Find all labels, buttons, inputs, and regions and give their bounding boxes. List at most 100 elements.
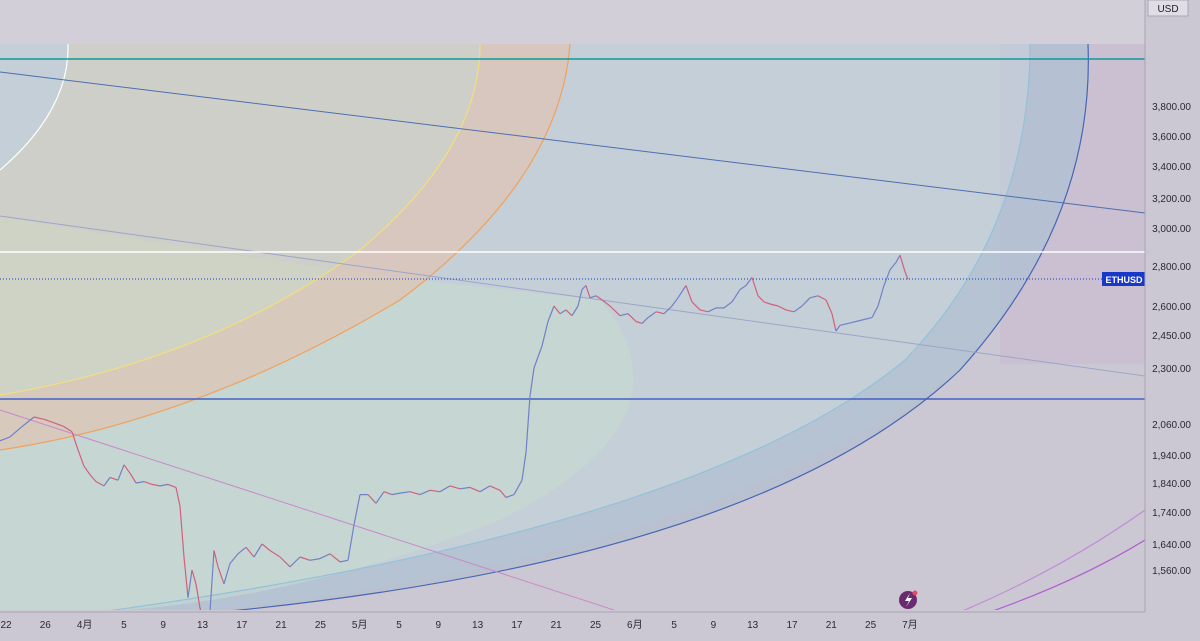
price-segment [439, 485, 451, 493]
price-segment [595, 295, 603, 301]
price-segment [559, 309, 567, 315]
blue-outer-arc [233, 43, 1089, 610]
price-segment [367, 494, 377, 504]
price-segment [175, 487, 181, 507]
price-segment [581, 285, 587, 291]
price-segment [347, 524, 355, 561]
price-segment [537, 345, 543, 358]
time-tick-label: 25 [315, 620, 327, 631]
price-segment [109, 476, 119, 481]
price-segment [793, 305, 803, 313]
price-segment [835, 324, 841, 332]
price-segment [641, 317, 649, 324]
price-segment [151, 483, 161, 487]
price-segment [601, 299, 611, 307]
price-segment [904, 271, 909, 280]
price-segment [489, 485, 501, 491]
price-segment [745, 277, 753, 286]
price-segment [409, 491, 421, 496]
price-segment [831, 313, 837, 332]
price-segment [375, 491, 385, 504]
price-segment [677, 285, 687, 299]
orange-arc [0, 43, 571, 451]
time-tick-label: 21 [276, 620, 288, 631]
price-segment [895, 254, 901, 263]
price-segment [159, 483, 169, 487]
price-segment [213, 550, 219, 567]
price-segment [685, 285, 693, 303]
price-tick-label: 1,640.00 [1152, 540, 1191, 551]
price-segment [785, 309, 795, 313]
price-segment [801, 297, 811, 307]
price-segment [707, 307, 717, 313]
time-tick-label: 9 [711, 620, 717, 631]
time-tick-label: 17 [511, 620, 523, 631]
price-segment [223, 563, 231, 585]
replay-icon[interactable] [899, 590, 918, 610]
price-segment [855, 318, 865, 323]
price-segment [525, 396, 531, 453]
price-segment [339, 559, 349, 563]
pink-trendline [0, 409, 616, 610]
price-segment [763, 301, 771, 305]
price-segment [899, 255, 906, 272]
time-tick-label: 5 [396, 620, 402, 631]
price-segment [479, 485, 491, 493]
price-segment [33, 416, 45, 420]
price-tick-label: 2,060.00 [1152, 420, 1191, 431]
price-segment [731, 289, 741, 303]
price-segment [521, 452, 527, 481]
price-segment [309, 558, 321, 561]
price-segment [533, 356, 539, 369]
price-segment [391, 492, 401, 496]
price-tick-label: 1,740.00 [1152, 508, 1191, 519]
price-segment [429, 489, 441, 493]
time-tick-label: 4月 [77, 619, 93, 631]
price-segment [71, 431, 79, 450]
price-segment [83, 465, 91, 475]
yellow-arc-region [0, 44, 480, 395]
time-tick-label: 22 [0, 620, 12, 631]
price-segment [167, 483, 177, 488]
price-segment [809, 295, 819, 299]
currency-selector[interactable]: USD [1147, 0, 1189, 17]
price-segment [95, 481, 105, 487]
price-segment [209, 550, 215, 610]
price-segment [129, 472, 137, 484]
time-tick-label: 13 [472, 620, 484, 631]
time-tick-label: 5月 [352, 619, 368, 631]
time-tick-label: 5 [121, 620, 127, 631]
time-tick-label: 9 [160, 620, 166, 631]
currency-label: USD [1157, 4, 1178, 15]
time-tick-label: 5 [671, 620, 677, 631]
price-segment [547, 305, 555, 322]
time-axis[interactable]: 22 26 4月 5 9 13 17 21 25 5月 5 9 13 17 21 25 6月 5 9 13 17 21 25… [0, 611, 1200, 636]
price-segment [663, 305, 673, 315]
price-segment [53, 422, 65, 428]
price-segment [655, 311, 665, 315]
price-segment [635, 320, 643, 324]
price-segment [671, 297, 679, 307]
price-segment [863, 317, 873, 321]
blue-inner-arc [109, 43, 1031, 610]
price-segment [883, 269, 891, 286]
price-axis[interactable]: 1,485.001,560.001,640.001,740.001,840.00… [1144, 0, 1200, 636]
price-tick-label: 1,940.00 [1152, 451, 1191, 462]
price-segment [419, 489, 431, 496]
price-tick-label: 3,600.00 [1152, 132, 1191, 143]
price-series [0, 254, 909, 610]
price-segment [179, 506, 185, 558]
price-segment [237, 546, 247, 555]
time-tick-label: 17 [786, 620, 798, 631]
price-segment [43, 418, 55, 424]
price-segment [847, 320, 857, 324]
price-tick-label: 2,450.00 [1152, 331, 1191, 342]
price-segment [541, 321, 549, 347]
price-segment [647, 311, 657, 319]
time-tick-label: 25 [865, 620, 877, 631]
price-tick-label: 2,300.00 [1152, 364, 1191, 375]
price-segment [329, 553, 341, 563]
price-tick-label: 2,800.00 [1152, 262, 1191, 273]
price-segment [77, 449, 85, 467]
